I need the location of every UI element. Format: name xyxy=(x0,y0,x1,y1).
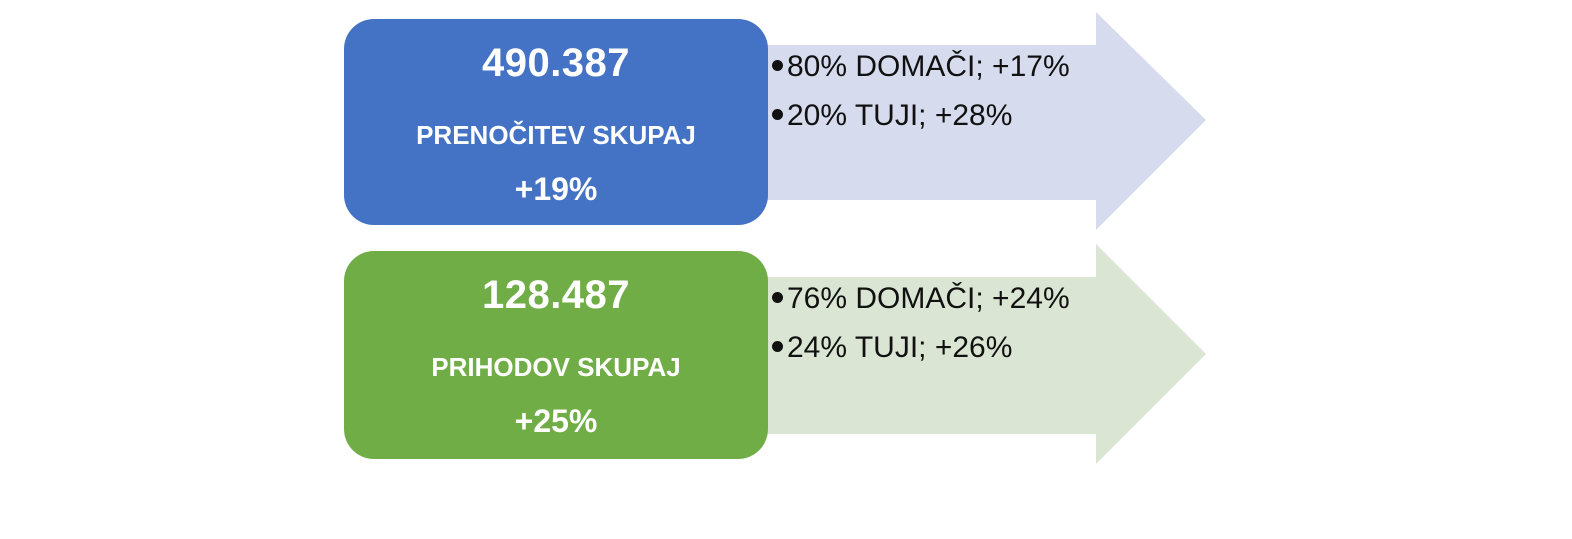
arrivals-change: +25% xyxy=(514,403,598,439)
overnight-stays-arrow-shape xyxy=(760,12,1206,230)
breakdown-item-text: 20% TUJI; +28% xyxy=(787,99,1013,132)
overnight-stays-total: 490.387 xyxy=(481,41,631,85)
breakdown-item: 20% TUJI; +28% xyxy=(772,91,1070,140)
bullet-icon xyxy=(772,108,783,120)
breakdown-item-text: 80% DOMAČI; +17% xyxy=(787,50,1070,83)
bullet-icon xyxy=(772,59,783,71)
overnight-stays-block: 490.387 PRENOČITEV SKUPAJ +19% 80% DOMAČ… xyxy=(0,12,1572,232)
breakdown-item-text: 76% DOMAČI; +24% xyxy=(787,282,1070,315)
bullet-icon xyxy=(772,340,783,352)
arrivals-summary-box: 128.487 PRIHODOV SKUPAJ +25% xyxy=(344,251,768,459)
bullet-icon xyxy=(772,291,783,303)
arrivals-arrow-shape xyxy=(760,244,1206,464)
overnight-stays-label: PRENOČITEV SKUPAJ xyxy=(416,120,696,150)
overnight-stays-breakdown: 80% DOMAČI; +17% 20% TUJI; +28% xyxy=(772,42,1070,140)
breakdown-item: 24% TUJI; +26% xyxy=(772,323,1070,372)
arrivals-breakdown: 76% DOMAČI; +24% 24% TUJI; +26% xyxy=(772,274,1070,372)
arrivals-arrow xyxy=(760,244,1210,466)
overnight-stays-arrow xyxy=(760,12,1210,232)
breakdown-item-text: 24% TUJI; +26% xyxy=(787,331,1013,364)
breakdown-item: 76% DOMAČI; +24% xyxy=(772,274,1070,323)
overnight-stays-summary-box: 490.387 PRENOČITEV SKUPAJ +19% xyxy=(344,19,768,225)
breakdown-item: 80% DOMAČI; +17% xyxy=(772,42,1070,91)
overnight-stays-change: +19% xyxy=(514,171,598,207)
arrivals-label: PRIHODOV SKUPAJ xyxy=(431,352,681,382)
arrivals-block: 128.487 PRIHODOV SKUPAJ +25% 76% DOMAČI;… xyxy=(0,244,1572,466)
arrivals-total: 128.487 xyxy=(481,273,631,317)
